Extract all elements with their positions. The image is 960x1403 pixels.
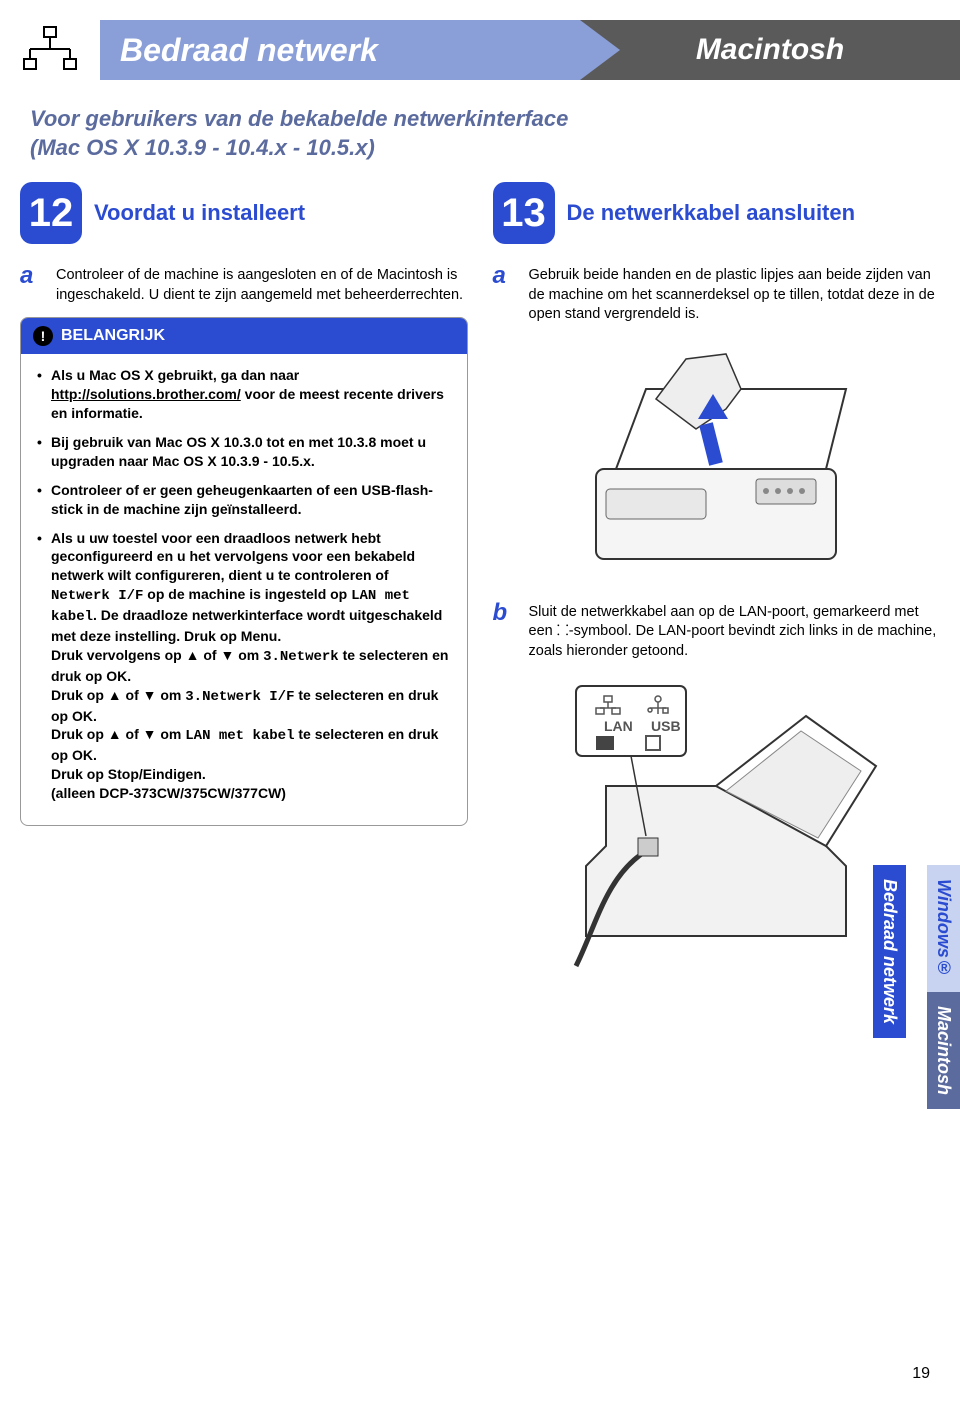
substep-letter-a: a bbox=[20, 262, 42, 305]
step-12-header: 12 Voordat u installeert bbox=[20, 182, 468, 244]
step-13-b-text: Sluit de netwerkkabel aan op de LAN-poor… bbox=[529, 599, 941, 662]
tab-bedraad-netwerk: Bedraad netwerk bbox=[873, 865, 927, 1109]
tab-windows: Windows® bbox=[927, 865, 960, 992]
substep-letter-b: b bbox=[493, 599, 515, 662]
step-13-title: De netwerkkabel aansluiten bbox=[567, 201, 856, 225]
substep-letter-a-right: a bbox=[493, 262, 515, 325]
step-number-12: 12 bbox=[20, 182, 82, 244]
lan-label: LAN bbox=[604, 718, 633, 734]
network-icon bbox=[0, 25, 100, 75]
important-label: BELANGRIJK bbox=[61, 327, 165, 345]
step-12-a-text: Controleer of de machine is aangesloten … bbox=[56, 262, 468, 305]
tab-macintosh: Macintosh bbox=[927, 992, 960, 1109]
title-banner: Bedraad netwerk bbox=[100, 20, 580, 80]
step-12-a: a Controleer of de machine is aangeslote… bbox=[20, 262, 468, 305]
step-13-a-text: Gebruik beide handen en de plastic lipje… bbox=[529, 262, 941, 325]
illustration-open-scanner bbox=[493, 339, 941, 579]
arrow-shape bbox=[580, 20, 620, 80]
usb-label: USB bbox=[651, 718, 681, 734]
step-13-a: a Gebruik beide handen en de plastic lip… bbox=[493, 262, 941, 325]
bullet-2: Bij gebruik van Mac OS X 10.3.0 tot en m… bbox=[37, 433, 451, 471]
important-box: ! BELANGRIJK Als u Mac OS X gebruikt, ga… bbox=[20, 317, 468, 826]
bullet-1: Als u Mac OS X gebruikt, ga dan naar htt… bbox=[37, 366, 451, 423]
bullet-4: Als u uw toestel voor een draadloos netw… bbox=[37, 529, 451, 803]
important-header: ! BELANGRIJK bbox=[21, 318, 467, 354]
tab-os-group: Windows® Macintosh bbox=[927, 865, 960, 1109]
platform-label: Macintosh bbox=[580, 20, 960, 80]
step-13-b: b Sluit de netwerkkabel aan op de LAN-po… bbox=[493, 599, 941, 662]
page-header: Bedraad netwerk Macintosh bbox=[0, 15, 960, 85]
important-body: Als u Mac OS X gebruikt, ga dan naar htt… bbox=[21, 354, 467, 825]
step-13-header: 13 De netwerkkabel aansluiten bbox=[493, 182, 941, 244]
page-subtitle: Voor gebruikers van de bekabelde netwerk… bbox=[0, 85, 960, 172]
step-12-title: Voordat u installeert bbox=[94, 201, 305, 225]
left-column: 12 Voordat u installeert a Controleer of… bbox=[20, 182, 468, 995]
side-tabs: Bedraad netwerk Windows® Macintosh bbox=[873, 865, 960, 1109]
page-number: 19 bbox=[912, 1365, 930, 1383]
solutions-link[interactable]: http://solutions.brother.com/ bbox=[51, 386, 241, 402]
bullet-3: Controleer of er geen geheugenkaarten of… bbox=[37, 481, 451, 519]
page-title: Bedraad netwerk bbox=[120, 32, 378, 69]
step-number-13: 13 bbox=[493, 182, 555, 244]
warning-icon: ! bbox=[33, 326, 53, 346]
